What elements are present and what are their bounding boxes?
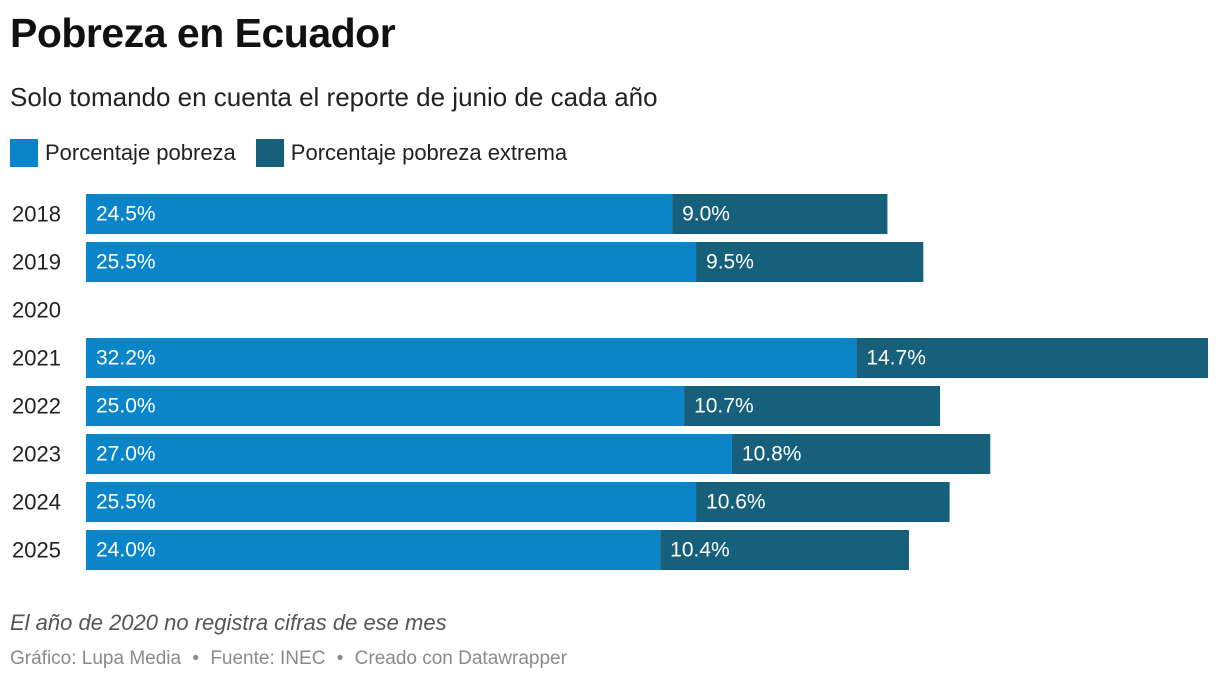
legend-label-pobreza-extrema: Porcentaje pobreza extrema xyxy=(290,140,568,165)
bar-pobreza-2024 xyxy=(86,482,697,522)
footer-fuente: Fuente: INEC xyxy=(210,648,326,669)
chart-note: El año de 2020 no registra cifras de ese… xyxy=(10,610,447,635)
bar-pobreza-2018 xyxy=(86,194,673,234)
year-label-2025: 2025 xyxy=(12,538,61,563)
chart-footer: Gráfico: Lupa Media • Fuente: INEC • Cre… xyxy=(10,648,567,670)
value-label-pobreza-extrema-2025: 10.4% xyxy=(670,539,730,562)
footer-grafico: Gráfico: Lupa Media xyxy=(10,648,182,669)
legend-swatch-pobreza-extrema xyxy=(255,139,284,167)
value-label-pobreza-extrema-2022: 10.7% xyxy=(694,395,754,418)
value-label-pobreza-extrema-2018: 9.0% xyxy=(682,203,730,226)
year-label-2021: 2021 xyxy=(12,346,61,371)
value-label-pobreza-extrema-2019: 9.5% xyxy=(706,251,754,274)
bar-pobreza-2022 xyxy=(86,386,685,426)
legend: Porcentaje pobreza Porcentaje pobreza ex… xyxy=(10,138,587,168)
bar-pobreza-extrema-2022 xyxy=(684,386,941,426)
legend-item-pobreza-extrema: Porcentaje pobreza extrema xyxy=(255,139,568,167)
chart-subtitle: Solo tomando en cuenta el reporte de jun… xyxy=(10,82,658,112)
bar-pobreza-extrema-2024 xyxy=(696,482,950,522)
value-label-pobreza-2025: 24.0% xyxy=(96,539,156,562)
value-label-pobreza-2018: 24.5% xyxy=(96,203,156,226)
value-label-pobreza-2019: 25.5% xyxy=(96,251,156,274)
bar-pobreza-extrema-2025 xyxy=(660,530,909,570)
bar-pobreza-2019 xyxy=(86,242,697,282)
year-label-2018: 2018 xyxy=(12,202,61,227)
footer-separator: • xyxy=(192,648,200,669)
value-label-pobreza-2023: 27.0% xyxy=(96,443,156,466)
bar-pobreza-extrema-2023 xyxy=(731,434,991,474)
footer-separator: • xyxy=(336,648,344,669)
legend-item-pobreza: Porcentaje pobreza xyxy=(10,139,236,167)
bar-pobreza-2021 xyxy=(86,338,857,378)
year-label-2019: 2019 xyxy=(12,250,61,275)
bar-pobreza-extrema-2019 xyxy=(696,242,924,282)
bar-pobreza-extrema-2021 xyxy=(856,338,1208,378)
value-label-pobreza-extrema-2021: 14.7% xyxy=(866,347,926,370)
value-label-pobreza-2021: 32.2% xyxy=(96,347,156,370)
value-label-pobreza-extrema-2023: 10.8% xyxy=(742,443,802,466)
year-label-2024: 2024 xyxy=(12,490,61,515)
year-label-2023: 2023 xyxy=(12,442,61,467)
year-label-2020: 2020 xyxy=(12,298,61,323)
bar-chart: 2018 24.5% 9.0% 2019 25.5% 9.5% 2020 2021 32.2% 1… xyxy=(12,194,1208,570)
bar-pobreza-2025 xyxy=(86,530,661,570)
legend-label-pobreza: Porcentaje pobreza xyxy=(45,140,236,165)
bar-pobreza-2023 xyxy=(86,434,732,474)
value-label-pobreza-2024: 25.5% xyxy=(96,491,156,514)
legend-swatch-pobreza xyxy=(10,139,38,167)
year-label-2022: 2022 xyxy=(12,394,61,419)
value-label-pobreza-2022: 25.0% xyxy=(96,395,156,418)
footer-creado: Creado con Datawrapper xyxy=(354,648,567,669)
value-label-pobreza-extrema-2024: 10.6% xyxy=(706,491,766,514)
chart-title: Pobreza en Ecuador xyxy=(10,10,396,56)
bar-pobreza-extrema-2018 xyxy=(672,194,888,234)
